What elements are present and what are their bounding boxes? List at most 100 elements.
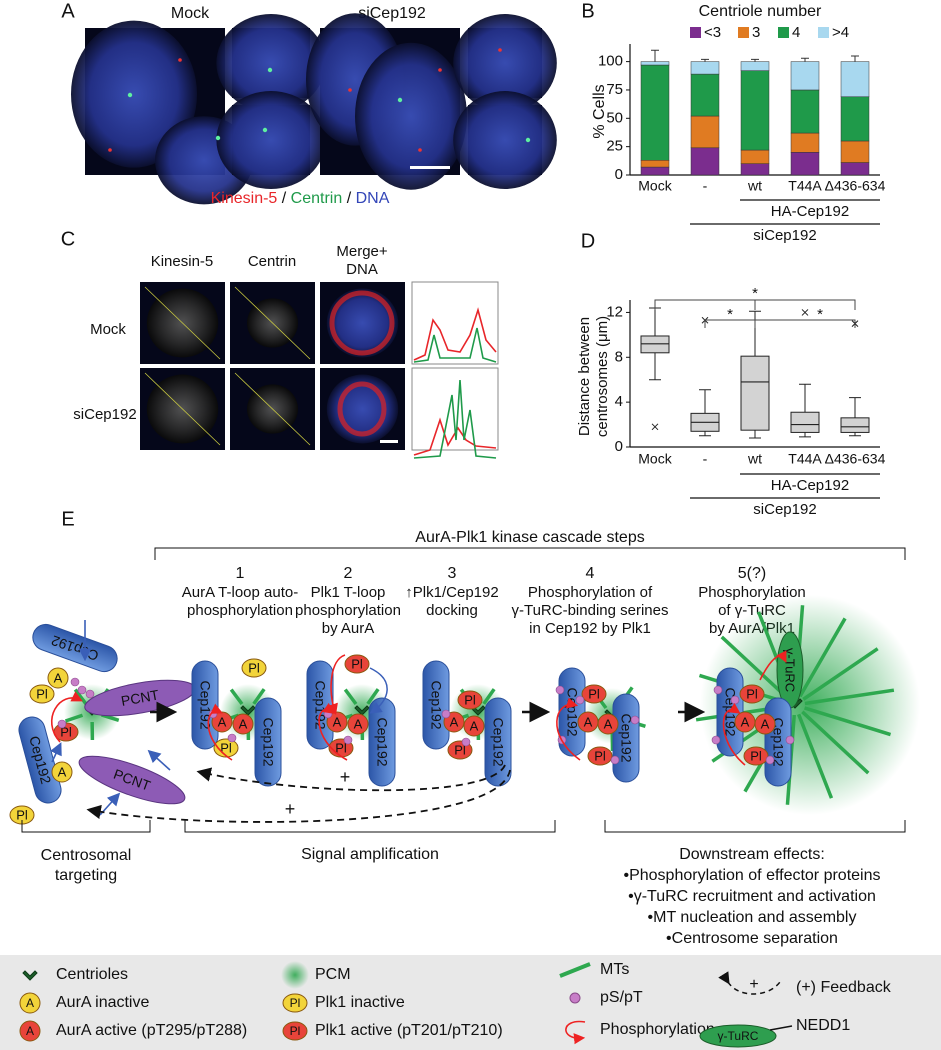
column-label: Merge+: [336, 243, 388, 260]
phase-label: •γ-TuRC recruitment and activation: [628, 888, 876, 905]
phase-bracket: [21, 820, 151, 833]
error-bar: [751, 58, 759, 62]
phospho-site: [711, 735, 721, 745]
step-text: phosphorylation: [187, 602, 293, 619]
x-tick-label: -: [703, 178, 708, 194]
phospho-site: [343, 735, 353, 745]
stain-legend: Kinesin-5 / Centrin / DNA: [211, 190, 390, 207]
whisker-high: [649, 307, 661, 336]
profile-line: [234, 286, 311, 360]
cell: [453, 14, 557, 112]
icon-plk1: [282, 1021, 308, 1041]
molecule: Cep192: [716, 667, 744, 757]
bar-segment: [740, 61, 770, 71]
outlier: [651, 423, 659, 431]
molecule-label: A: [761, 716, 770, 731]
microtubule: [798, 617, 847, 698]
molecule-label: Pl: [16, 807, 28, 822]
molecule: A: [597, 713, 619, 735]
targeting-arrow: [147, 749, 171, 771]
icon-nedd1: [769, 1025, 793, 1031]
molecule: A: [463, 715, 485, 737]
microtubule: [343, 688, 358, 706]
aura: [347, 713, 369, 735]
bar-segment: [740, 70, 770, 151]
phospho-site: [785, 735, 795, 745]
bar-segment: [640, 64, 670, 161]
icon-mt: [559, 962, 591, 978]
molecule: γ-TuRC: [776, 631, 804, 709]
molecule: Cep192: [368, 697, 396, 787]
y-tick-label: 0: [615, 438, 623, 455]
cell: [71, 20, 197, 168]
significance-star: *: [752, 285, 758, 302]
step-text: in Cep192 by Plk1: [529, 620, 651, 637]
kinesin-spot: [438, 68, 442, 72]
significance-bracket: [654, 299, 856, 310]
error-bar: [651, 49, 659, 62]
molecule: Pl: [344, 654, 370, 674]
feedback-sign: +: [340, 767, 351, 787]
aura: [232, 713, 254, 735]
molecule-label: Pl: [60, 724, 72, 739]
molecule: Cep192: [422, 660, 450, 750]
step-text: γ-TuRC-binding serines: [511, 602, 668, 619]
molecule-label: A: [239, 716, 248, 731]
scale-bar: [380, 440, 398, 443]
molecule: A: [347, 713, 369, 735]
molecule: Pl: [457, 690, 483, 710]
phase-bracket: [184, 820, 556, 833]
phospho-site: [227, 733, 237, 743]
molecule: Pl: [29, 684, 55, 704]
y-tick-label: 75: [606, 81, 623, 98]
icon-phospho: [569, 992, 581, 1004]
microtubule: [797, 713, 834, 799]
phospho-site: [461, 737, 471, 747]
phospho-site: [575, 695, 585, 705]
molecule: Pl: [241, 658, 267, 678]
plk1: [241, 658, 267, 678]
step-number: 3: [448, 565, 457, 582]
y-tick-label: 25: [606, 138, 623, 155]
phase-label: •Centrosome separation: [666, 930, 838, 947]
row-label: Mock: [90, 321, 126, 338]
phosphorylation-arrow: [50, 691, 83, 743]
y-tick-label: 100: [598, 53, 623, 70]
step-text: Phosphorylation of: [528, 584, 653, 601]
kinesin-spot: [108, 148, 112, 152]
molecule-label: Cep192: [564, 687, 580, 736]
step-text: by AurA: [322, 620, 375, 637]
aura: [47, 667, 69, 689]
molecule: Cep192: [484, 697, 512, 787]
profile-line: [144, 286, 221, 360]
legend-label: (+) Feedback: [796, 979, 892, 996]
molecule: Pl: [581, 684, 607, 704]
bar-segment: [640, 160, 670, 168]
stain-label: Kinesin-5: [211, 190, 278, 207]
header-bracket: [154, 547, 906, 560]
molecule: Pl: [743, 746, 769, 766]
bar-segment: [740, 163, 770, 176]
panel-letter: C: [61, 228, 75, 250]
x-tick-label: T44A: [788, 451, 822, 467]
cell: [326, 288, 399, 358]
molecule-label: Pl: [594, 748, 606, 763]
molecule-label: Pl: [248, 660, 260, 675]
error-bar: [701, 58, 709, 62]
legend-label: >4: [832, 24, 849, 41]
box: [840, 417, 870, 433]
legend-label: AurA active (pT295/pT288): [56, 1022, 247, 1039]
phospho-site: [85, 689, 95, 699]
phosphorylation-arrow: [207, 703, 233, 761]
molecule: PCNT: [78, 755, 186, 805]
box: [790, 411, 820, 433]
y-tick-label: 12: [606, 303, 623, 320]
plk1: [457, 690, 483, 710]
panel-letter: A: [61, 0, 75, 22]
molecule-label: Pl: [746, 686, 758, 701]
bar-segment: [690, 147, 720, 176]
whisker-low: [649, 352, 661, 381]
cep192: [484, 697, 512, 787]
step-text: ↑Plk1/Cep192: [405, 584, 498, 601]
legend-label: PCM: [315, 966, 351, 983]
